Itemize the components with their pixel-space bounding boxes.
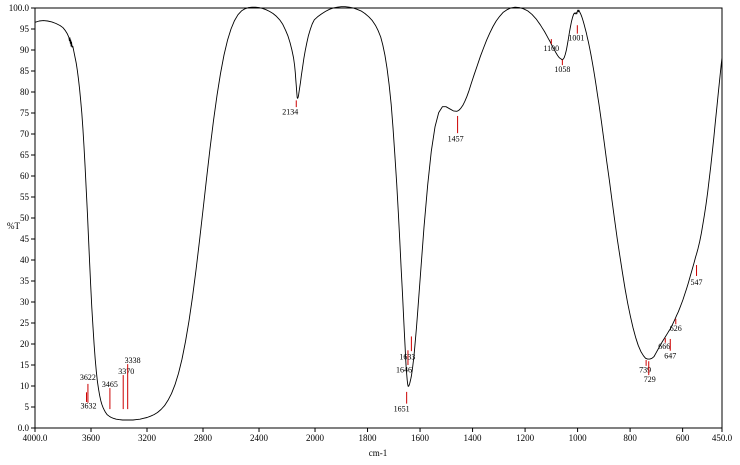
x-tick-label: 3600	[82, 433, 101, 443]
x-tick-label: 4000.0	[23, 433, 48, 443]
peak-label: 1058	[554, 65, 570, 74]
x-tick-label: 2000	[306, 433, 325, 443]
y-tick-label: 100.0	[9, 3, 30, 13]
peak-label: 1651	[394, 405, 410, 414]
y-tick-label: 80	[20, 87, 30, 97]
plot-frame	[34, 7, 723, 429]
y-tick-label: 15	[20, 360, 30, 370]
peak-label: 547	[691, 278, 703, 287]
x-tick-label: 1600	[411, 433, 430, 443]
peak-label: 1633	[399, 353, 415, 362]
peak-label: 666	[658, 342, 670, 351]
peak-label: 1646	[396, 366, 412, 375]
x-tick-label: 1400	[464, 433, 483, 443]
x-tick-label: 2400	[250, 433, 269, 443]
y-tick-label: 65	[20, 150, 30, 160]
y-tick-label: 35	[20, 276, 30, 286]
y-tick-label: 25	[20, 318, 30, 328]
y-tick-label: 75	[20, 108, 30, 118]
peak-label: 1100	[543, 44, 559, 53]
y-tick-label: 55	[20, 192, 30, 202]
y-tick-label: 95	[20, 24, 30, 34]
x-tick-label: 1200	[516, 433, 535, 443]
y-axis: 100.095908580757065605550454035302520151…	[9, 3, 35, 433]
peak-label: 3622	[80, 373, 96, 382]
peak-label: 1001	[568, 34, 584, 43]
y-tick-label: 70	[20, 129, 30, 139]
y-tick-label: 10	[20, 381, 30, 391]
y-tick-label: 40	[20, 255, 30, 265]
y-axis-title: %T	[7, 221, 20, 231]
y-tick-label: 60	[20, 171, 30, 181]
y-tick-label: 0.0	[18, 423, 30, 433]
y-tick-label: 30	[20, 297, 30, 307]
y-tick-label: 90	[20, 45, 30, 55]
y-tick-label: 5	[25, 402, 30, 412]
peak-label: 3465	[102, 380, 118, 389]
peak-label: 3632	[81, 402, 97, 411]
x-tick-label: 450.0	[712, 433, 733, 443]
peak-label: 1457	[448, 135, 464, 144]
x-axis-title: cm-1	[369, 448, 388, 458]
peak-label: 2134	[282, 108, 298, 117]
peak-label: 739	[639, 366, 651, 375]
y-tick-label: 85	[20, 66, 30, 76]
spectrum-curve	[34, 6, 723, 421]
x-axis: 4000.0 3600 3200 2800 2400 2000 1800 1600 1400 12…	[23, 428, 733, 443]
x-tick-label: 2800	[194, 433, 213, 443]
y-tick-label: 20	[20, 339, 30, 349]
y-tick-label: 45	[20, 234, 30, 244]
x-tick-label: 1800	[359, 433, 378, 443]
x-tick-label: 600	[676, 433, 690, 443]
peak-label: 3338	[125, 356, 141, 365]
peak-label: 647	[664, 351, 676, 360]
peak-label: 3370	[118, 367, 134, 376]
peak-label: 626	[670, 324, 682, 333]
y-tick-label: 50	[20, 213, 30, 223]
x-tick-label: 3200	[138, 433, 157, 443]
x-tick-label: 800	[623, 433, 637, 443]
x-tick-label: 1000	[569, 433, 588, 443]
peak-label: 729	[644, 375, 656, 384]
